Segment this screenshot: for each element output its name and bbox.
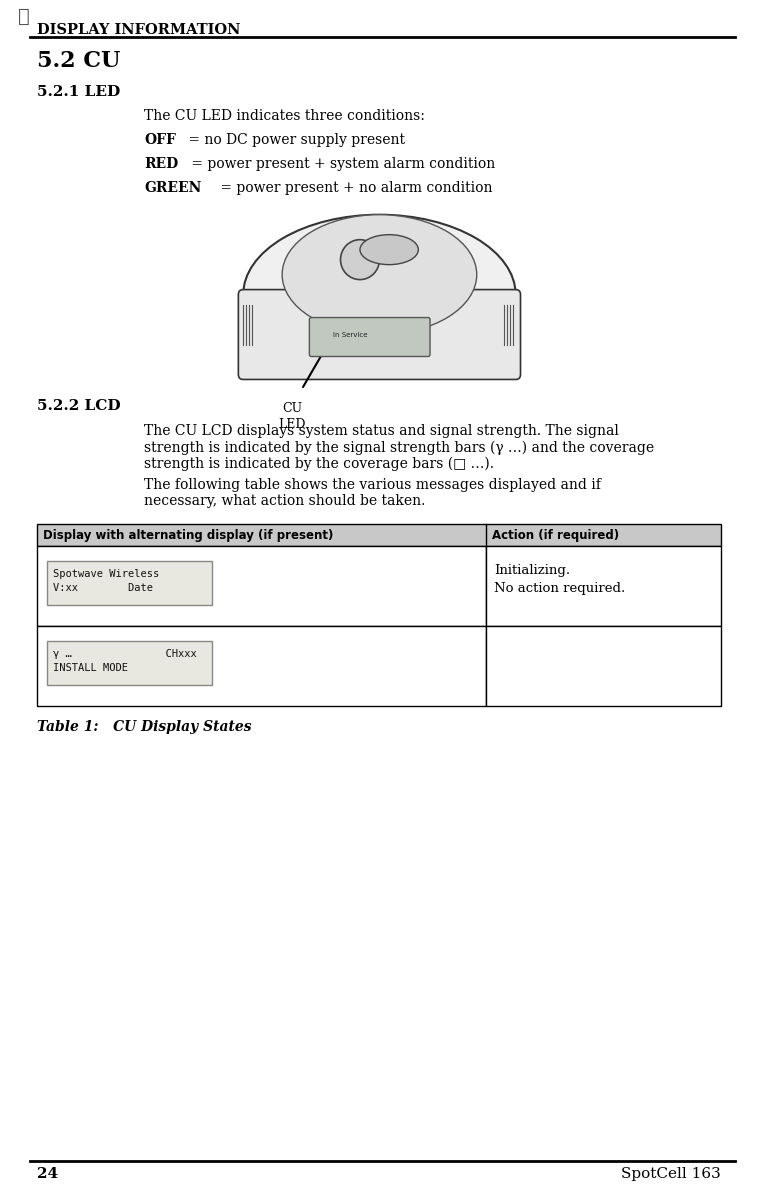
Text: Action (if required): Action (if required) [492,530,619,543]
Text: = power present + system alarm condition: = power present + system alarm condition [187,156,495,171]
FancyBboxPatch shape [47,641,212,685]
Text: Display with alternating display (if present): Display with alternating display (if pre… [43,530,333,543]
Text: 🌿: 🌿 [17,7,30,26]
Text: RED: RED [144,156,178,171]
Ellipse shape [282,214,477,334]
Text: 5.2 CU: 5.2 CU [37,50,120,72]
Text: Initializing.
No action required.: Initializing. No action required. [494,564,626,595]
Text: SpotCell 163: SpotCell 163 [621,1167,721,1181]
Text: necessary, what action should be taken.: necessary, what action should be taken. [144,494,425,508]
Text: The CU LCD displays system status and signal strength. The signal: The CU LCD displays system status and si… [144,424,619,438]
Text: OFF: OFF [144,133,176,147]
Text: Table 1:   CU Display States: Table 1: CU Display States [37,720,252,734]
Text: DISPLAY INFORMATION: DISPLAY INFORMATION [37,23,241,37]
Bar [486,626,721,706]
Text: γ …               CHxxx: γ … CHxxx [52,649,196,659]
FancyBboxPatch shape [238,289,520,379]
Text: INSTALL MODE: INSTALL MODE [52,664,128,673]
Text: Spotwave Wireless: Spotwave Wireless [52,569,159,579]
Text: 5.2.2 LCD: 5.2.2 LCD [37,399,121,414]
Bar [486,546,721,626]
FancyBboxPatch shape [309,318,430,357]
Text: = power present + no alarm condition: = power present + no alarm condition [216,181,492,194]
Text: 24: 24 [37,1167,58,1181]
Text: The CU LED indicates three conditions:: The CU LED indicates three conditions: [144,109,425,123]
Bar [37,546,486,626]
Bar [37,524,721,546]
Ellipse shape [360,235,418,264]
Text: 5.2.1 LED: 5.2.1 LED [37,85,120,98]
Circle shape [340,239,379,280]
Text: CU
LED: CU LED [278,403,305,431]
Text: In Service: In Service [333,332,368,338]
Text: strength is indicated by the coverage bars (□ …).: strength is indicated by the coverage ba… [144,456,494,470]
Text: V:xx        Date: V:xx Date [52,583,153,594]
Text: GREEN: GREEN [144,181,201,194]
Text: = no DC power supply present: = no DC power supply present [184,133,405,147]
FancyBboxPatch shape [47,562,212,606]
Text: strength is indicated by the signal strength bars (γ …) and the coverage: strength is indicated by the signal stre… [144,441,654,455]
Ellipse shape [243,214,516,374]
Bar [37,626,486,706]
Text: The following table shows the various messages displayed and if: The following table shows the various me… [144,479,601,492]
